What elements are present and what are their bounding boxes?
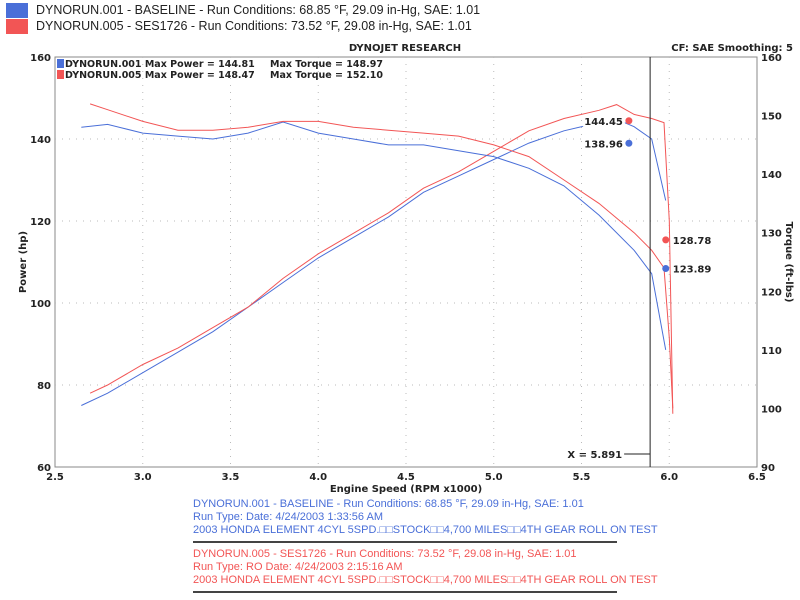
run1-swatch [6,3,28,18]
x-tick-label: 4.0 [309,472,327,483]
x-tick-label: 6.0 [660,472,678,483]
legend-run2-torque: Max Torque = 152.10 [270,70,383,81]
y-tick-label: 160 [30,53,51,64]
y-axis-label: Power (hp) [18,231,29,293]
marker-label: 128.78 [673,236,712,247]
footer-run1-line1: DYNORUN.001 - BASELINE - Run Conditions:… [193,498,584,510]
legend-swatch-run2 [57,70,64,79]
footer-run1-line2: Run Type: Date: 4/24/2003 1:33:56 AM [193,511,383,523]
marker-label: 123.89 [673,265,712,276]
header-run1: DYNORUN.001 - BASELINE - Run Conditions:… [36,3,481,17]
y2-tick-label: 90 [761,463,775,474]
x-tick-label: 4.5 [397,472,415,483]
legend-run2-power: DYNORUN.005 Max Power = 148.47 [65,70,255,81]
footer-run2-line2: Run Type: RO Date: 4/24/2003 2:15:16 AM [193,561,403,573]
marker-label-bg [582,114,625,127]
legend-run1-torque: Max Torque = 148.97 [270,59,383,70]
marker-point [625,139,633,147]
footer-run2-line1: DYNORUN.005 - SES1726 - Run Conditions: … [193,548,577,560]
marker-label-bg [582,137,625,150]
series-line [81,121,667,350]
marker-point [662,265,670,273]
chart-title: DYNOJET RESEARCH [349,43,461,54]
y-tick-label: 60 [37,463,51,474]
x-tick-label: 3.0 [134,472,152,483]
y2-tick-label: 100 [761,404,782,415]
x-axis-label: Engine Speed (RPM x1000) [330,484,482,495]
dyno-chart: DYNOJET RESEARCH CF: SAE Smoothing: 5 2.… [18,43,794,495]
y-tick-label: 120 [30,217,51,228]
y2-tick-label: 160 [761,53,782,64]
marker-label-bg [670,233,713,246]
y2-tick-label: 130 [761,229,782,240]
y-tick-label: 80 [37,381,51,392]
y-tick-label: 100 [30,299,51,310]
marker-label: 138.96 [584,139,623,150]
footer-divider-2 [193,591,617,593]
series-line [89,103,674,409]
footer-run2-line3: 2003 HONDA ELEMENT 4CYL 5SPD.□□STOCK□□4,… [193,574,658,586]
y2-tick-label: 150 [761,112,782,123]
legend-swatch-run1 [57,59,64,68]
plot-area [54,56,758,468]
cursor-label: X = 5.891 [567,450,622,461]
y-tick-label: 140 [30,135,51,146]
x-tick-label: 3.5 [222,472,240,483]
marker-point [662,236,670,244]
y2-tick-label: 140 [761,170,782,181]
chart-subtitle: CF: SAE Smoothing: 5 [671,43,793,54]
y2-tick-label: 120 [761,287,782,298]
x-tick-label: 2.5 [46,472,64,483]
header-run2: DYNORUN.005 - SES1726 - Run Conditions: … [36,19,472,33]
legend: DYNORUN.001 Max Power = 144.81 Max Torqu… [57,59,383,81]
y2-tick-label: 110 [761,346,782,357]
footer-run1-line3: 2003 HONDA ELEMENT 4CYL 5SPD.□□STOCK□□4,… [193,524,658,536]
x-tick-label: 6.5 [748,472,766,483]
marker-label-bg [670,262,713,275]
legend-run1-power: DYNORUN.001 Max Power = 144.81 [65,59,255,70]
x-tick-label: 5.5 [573,472,591,483]
marker-point [625,117,633,125]
footer-divider-1 [193,541,617,543]
x-tick-label: 5.0 [485,472,503,483]
y2-axis-label: Torque (ft-lbs) [783,222,794,303]
run2-swatch [6,19,28,34]
series-line [89,104,674,414]
marker-label: 144.45 [584,117,623,128]
